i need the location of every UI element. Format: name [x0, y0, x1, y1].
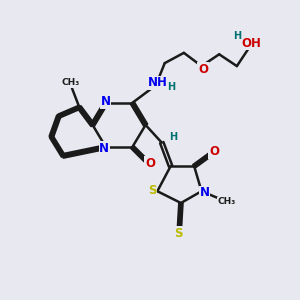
Text: N: N — [101, 95, 111, 108]
Text: N: N — [200, 186, 209, 199]
Text: S: S — [148, 184, 156, 197]
Text: CH₃: CH₃ — [218, 197, 236, 206]
Text: H: H — [233, 31, 242, 41]
Text: O: O — [209, 145, 219, 158]
Text: O: O — [145, 157, 155, 170]
Text: OH: OH — [242, 37, 262, 50]
Text: S: S — [174, 227, 182, 240]
Text: N: N — [99, 142, 110, 155]
Text: CH₃: CH₃ — [61, 78, 80, 87]
Text: NH: NH — [147, 76, 167, 89]
Text: H: H — [169, 132, 177, 142]
Text: H: H — [167, 82, 175, 92]
Text: O: O — [198, 62, 208, 76]
